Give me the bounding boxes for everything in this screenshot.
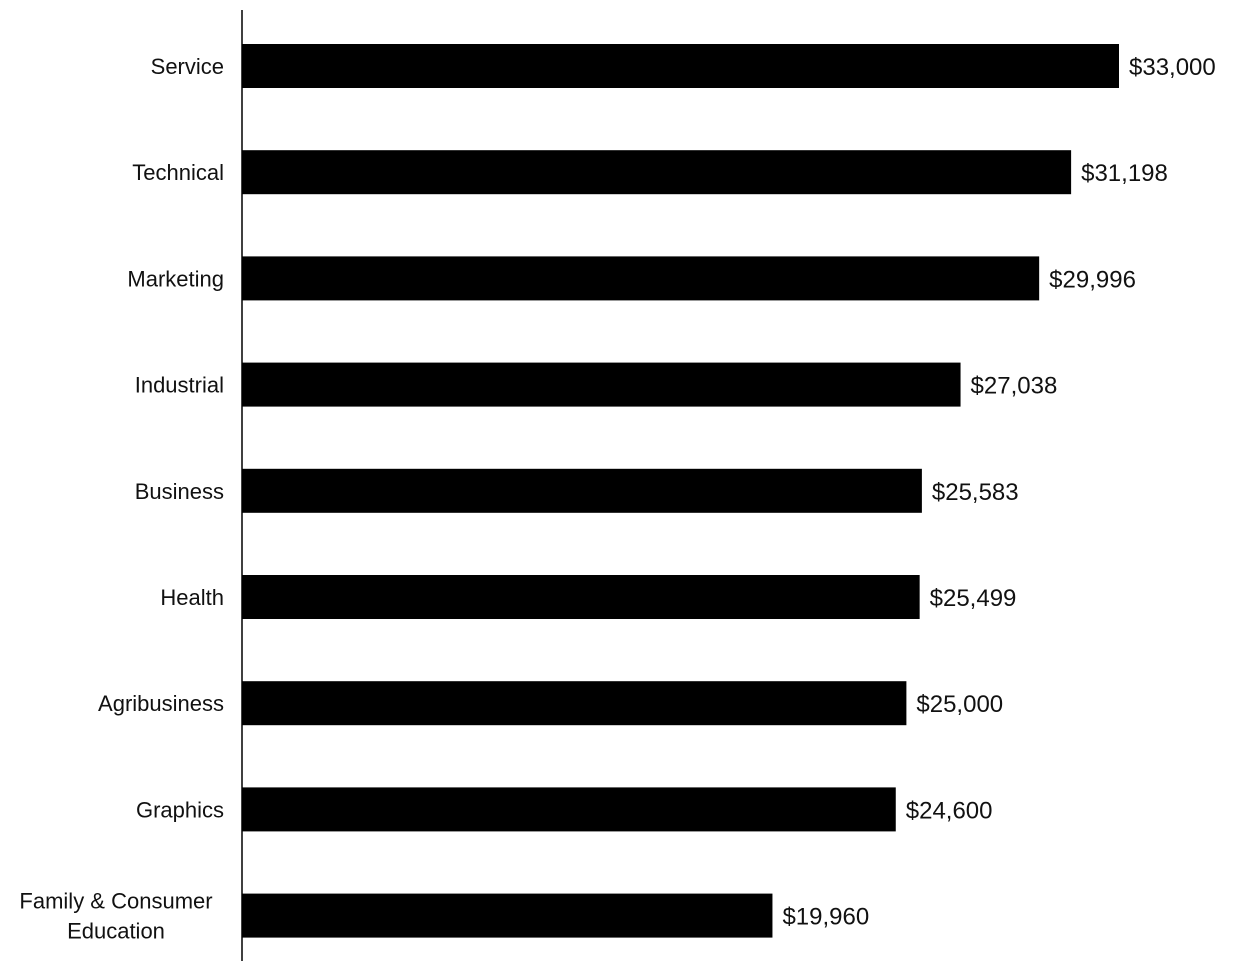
bar-technical (242, 150, 1072, 195)
bar-health (242, 575, 920, 619)
bar-graphics (242, 787, 896, 832)
category-label-agribusiness: Agribusiness (98, 691, 224, 716)
category-label-family-and-consumer-education: Family & Consumer Education (19, 889, 212, 944)
value-label-industrial: $27,038 (971, 373, 1058, 400)
value-label-technical: $31,198 (1081, 160, 1168, 187)
value-label-graphics: $24,600 (906, 797, 993, 824)
bar-agribusiness (242, 681, 907, 726)
category-label-health: Health (160, 585, 224, 610)
bars-group (242, 44, 1119, 938)
value-label-family-and-consumer-education: $19,960 (782, 904, 869, 931)
bar-industrial (242, 362, 961, 407)
value-label-health: $25,499 (930, 585, 1017, 612)
value-label-agribusiness: $25,000 (916, 691, 1003, 718)
bar-business (242, 468, 922, 513)
bar-family-and-consumer-education (242, 893, 773, 938)
bar-service (242, 44, 1119, 88)
category-label-graphics: Graphics (136, 797, 224, 822)
category-label-technical: Technical (132, 160, 224, 185)
category-label-industrial: Industrial (135, 373, 224, 398)
category-label-marketing: Marketing (127, 266, 224, 291)
value-labels-group: $33,000 $31,198 $29,996 $27,038 $25,583 $25,4… (782, 54, 1215, 931)
bar-marketing (242, 256, 1040, 301)
value-label-business: $25,583 (932, 479, 1019, 506)
value-label-marketing: $29,996 (1049, 266, 1136, 293)
category-label-service: Service (151, 54, 224, 79)
value-label-service: $33,000 (1129, 54, 1216, 81)
category-label-business: Business (135, 479, 224, 504)
category-labels-group: Service Technical Marketing Industrial Busin… (19, 54, 224, 944)
